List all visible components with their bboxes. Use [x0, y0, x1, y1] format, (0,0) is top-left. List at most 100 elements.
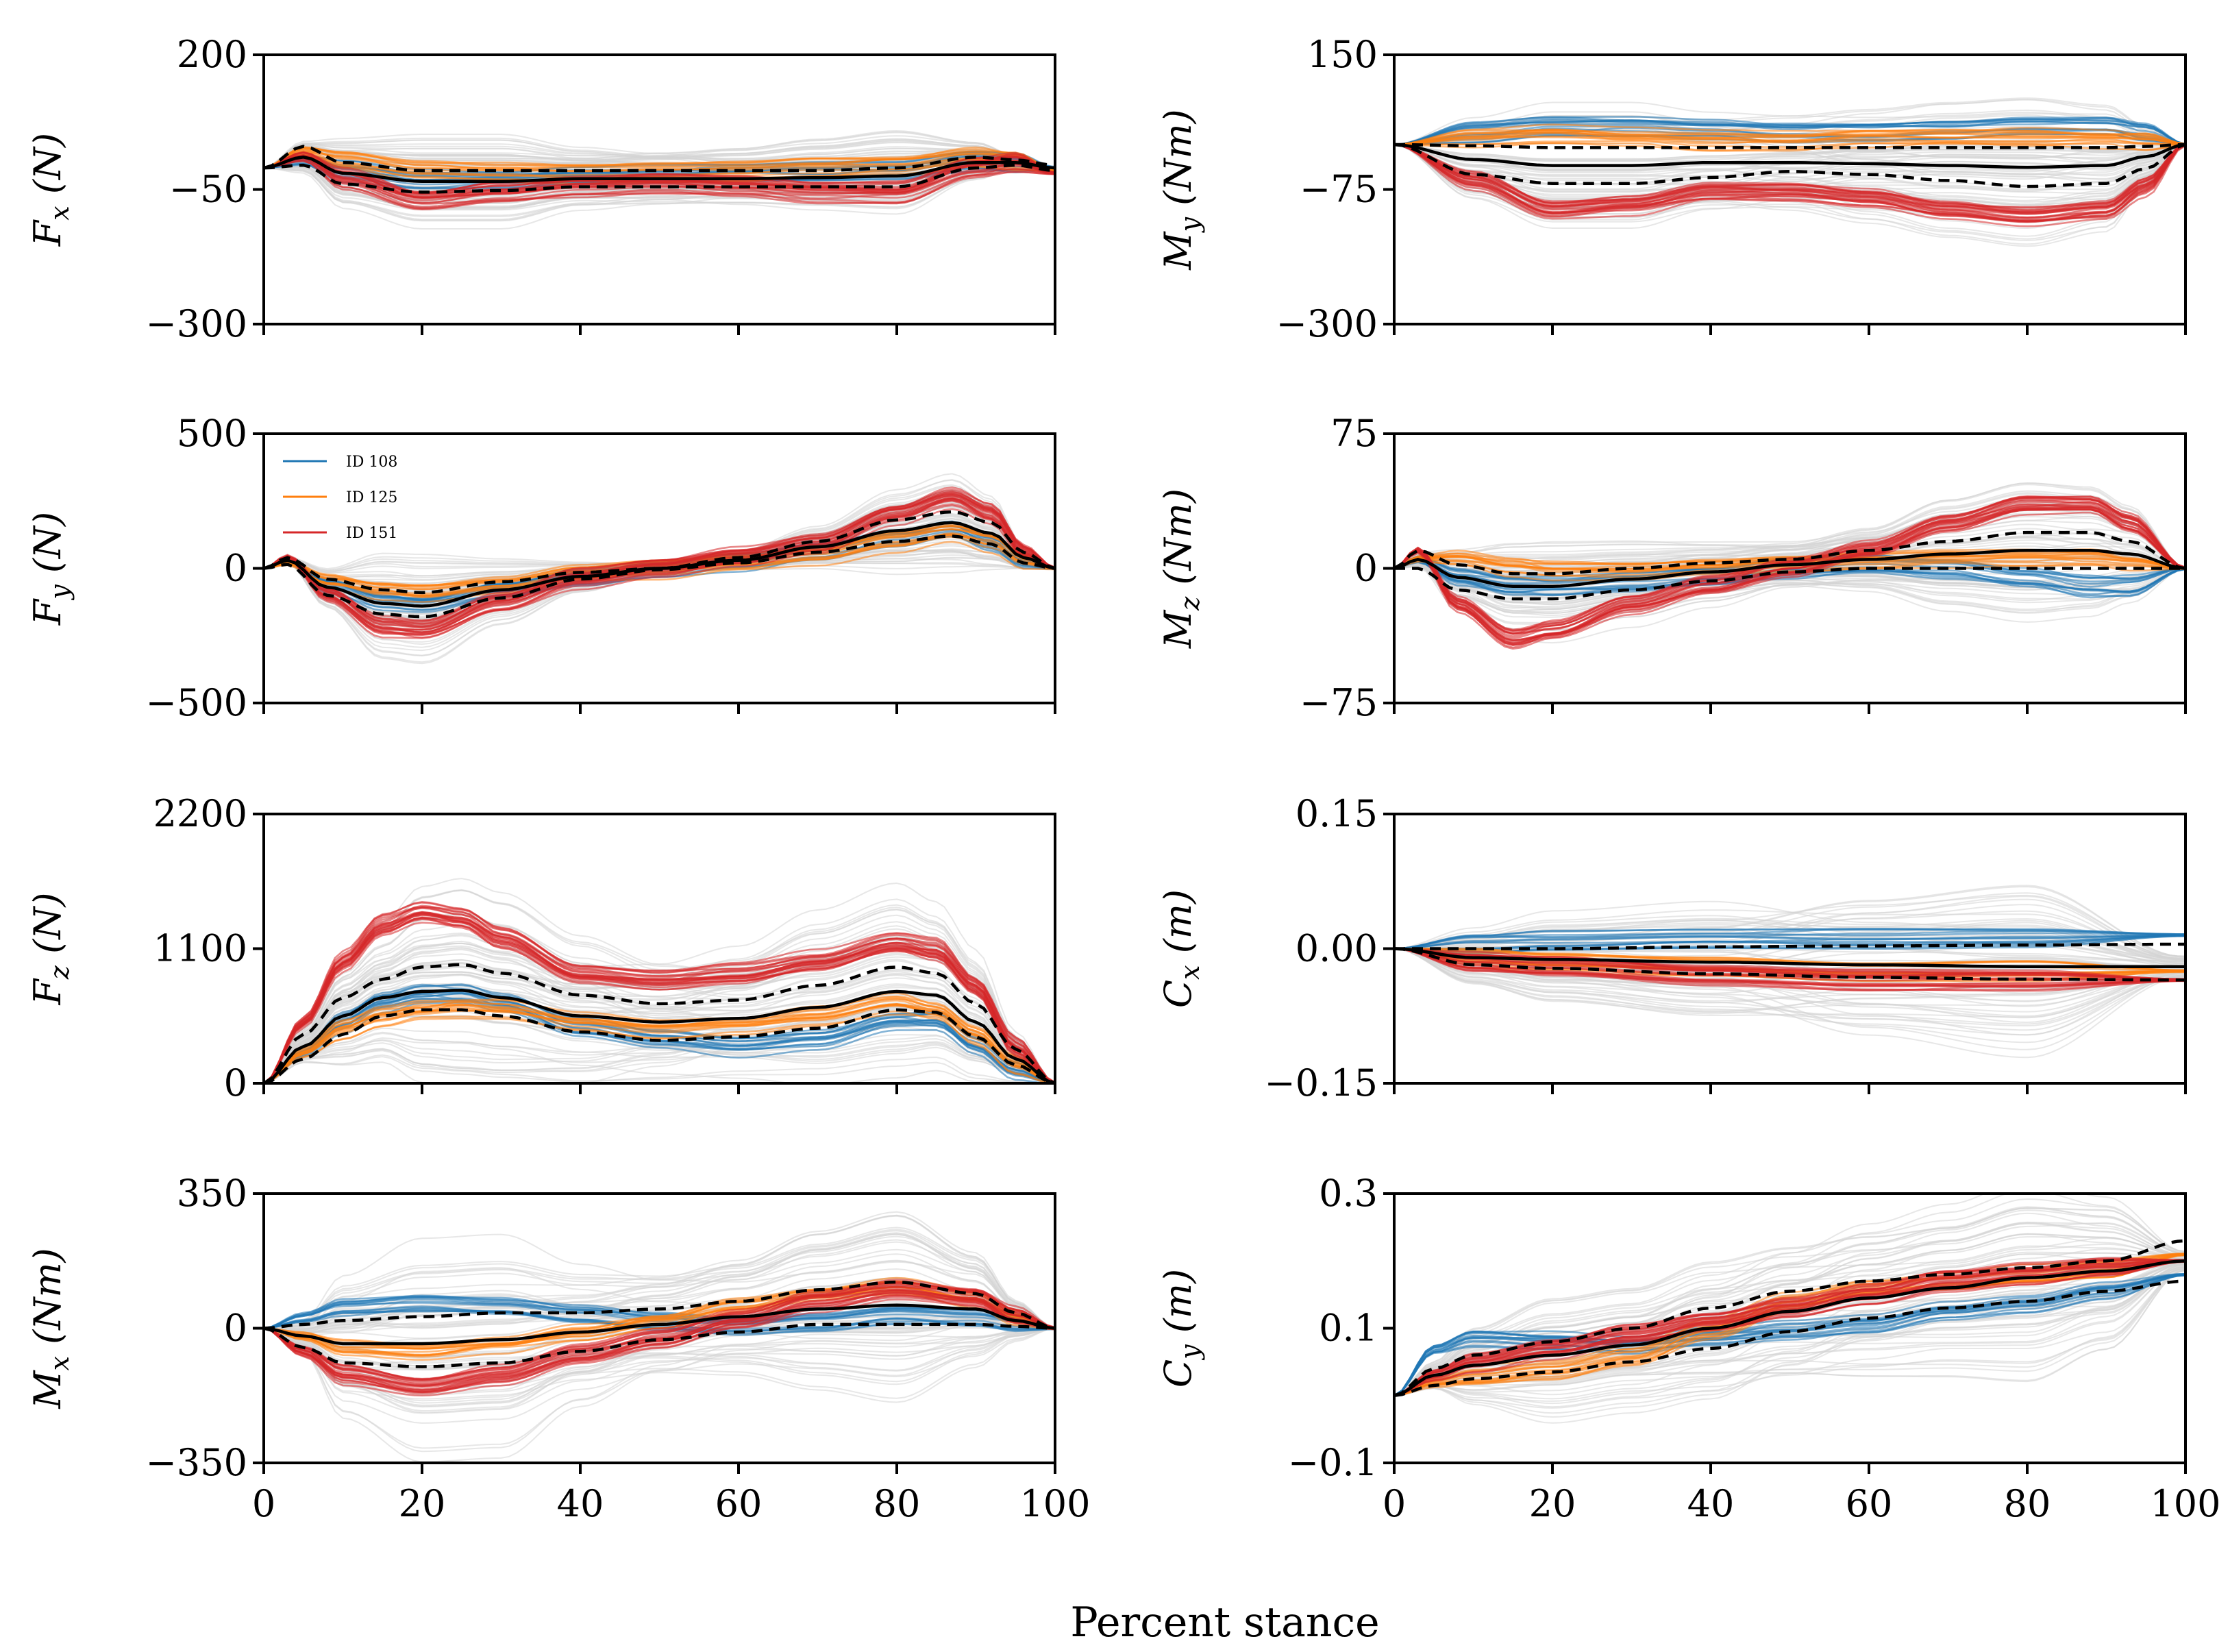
background-trial-line: [1394, 1198, 2185, 1396]
mean-plus-sd-line: [1394, 143, 2185, 149]
y-tick-label: −350: [146, 1441, 247, 1484]
background-trial-line: [264, 144, 1055, 169]
background-trial-line: [264, 1233, 1055, 1330]
y-tick-label: −75: [1300, 168, 1378, 211]
y-tick-label: 150: [1307, 33, 1378, 76]
y-label-symbol: F: [26, 597, 69, 626]
series-line-id-151: [1394, 143, 2185, 221]
background-trial-line: [1394, 515, 2185, 569]
series-line-id-125: [264, 995, 1055, 1083]
series-line-id-125: [1394, 130, 2185, 146]
series-line-id-108: [1394, 934, 2185, 950]
panel-mz: 75 0 −75 Mz (Nm): [1156, 412, 2187, 724]
y-tick-label: 0: [1354, 547, 1378, 590]
background-trial-line: [1394, 1268, 2185, 1418]
background-trial-line: [1394, 1222, 2185, 1396]
series-line-id-108: [264, 1296, 1055, 1329]
series-line-id-108: [1394, 928, 2185, 950]
mean-plus-sd-line: [1394, 942, 2185, 950]
y-tick-label: 0: [224, 1061, 247, 1105]
series-line-id-151: [264, 902, 1055, 1083]
mean-minus-sd-line: [1394, 143, 2185, 188]
background-trial-line: [264, 135, 1055, 169]
background-trial-line: [264, 882, 1055, 1083]
background-trial-line: [264, 1235, 1055, 1329]
y-label-symbol: C: [1156, 980, 1200, 1008]
series-line-id-151: [264, 1295, 1055, 1392]
background-trial-line: [1394, 482, 2185, 569]
mean-minus-sd-line: [1394, 567, 2185, 601]
background-trial-line: [1394, 144, 2185, 171]
background-trial-line: [1394, 1268, 2185, 1396]
series-line-id-151: [1394, 948, 2185, 987]
legend-label: ID 151: [346, 525, 397, 542]
y-tick-label: 0: [224, 1307, 247, 1350]
background-trial-line: [1394, 948, 2185, 1025]
series-line-id-151: [1394, 143, 2185, 212]
y-tick-label: −0.1: [1288, 1441, 1378, 1484]
mean-minus-sd-line: [1394, 947, 2185, 982]
series-line-id-151: [264, 912, 1055, 1083]
x-tick-label: 20: [399, 1482, 446, 1525]
y-axis-label-mz: Mz (Nm): [1156, 489, 1205, 649]
mean-plus-sd-line: [264, 1280, 1055, 1330]
y-tick-label: 500: [177, 412, 247, 455]
y-tick-label: 1100: [153, 927, 247, 970]
background-trial-line: [1394, 144, 2185, 197]
y-label-subscript: z: [45, 965, 75, 980]
y-label-unit: (Nm): [26, 1248, 69, 1356]
series-line-id-125: [264, 146, 1055, 171]
series-line-id-108: [1394, 119, 2185, 146]
x-tick-label: 0: [1383, 1482, 1406, 1525]
background-trial-line: [264, 1034, 1055, 1083]
x-tick-label: 80: [874, 1482, 921, 1525]
background-trial-line: [264, 500, 1055, 596]
background-trial-line: [1394, 144, 2185, 177]
background-trial-line: [264, 1248, 1055, 1329]
legend: ID 108 ID 125 ID 151: [283, 454, 397, 542]
series-line-id-108: [1394, 117, 2185, 146]
mean-line: [1394, 947, 2185, 968]
y-axis-label-fx: Fx (N): [26, 133, 75, 247]
series-line-id-108: [264, 989, 1055, 1083]
y-axis-label-fz: Fz (N): [26, 892, 75, 1005]
series-line-id-151: [264, 1292, 1055, 1391]
series-line-id-151: [1394, 948, 2185, 981]
mean-line: [264, 988, 1055, 1083]
y-tick-label: −300: [146, 302, 247, 345]
y-tick-label: 0: [224, 547, 247, 590]
y-tick-label: 0.15: [1296, 792, 1378, 835]
plot-area-fz: [264, 878, 1055, 1083]
panel-fx: 200 −50 −300 Fx (N): [26, 33, 1056, 345]
panel-fz: 2200 1100 0 Fz (N): [26, 792, 1056, 1105]
series-line-id-108: [1394, 934, 2185, 950]
y-tick-label: −75: [1300, 681, 1378, 724]
background-trial-line: [1394, 563, 2185, 611]
series-line-id-151: [264, 159, 1055, 211]
series-line-id-151: [1394, 143, 2185, 227]
mean-minus-sd-line: [264, 534, 1055, 619]
y-tick-label: −0.15: [1265, 1061, 1378, 1105]
x-axis-label: Percent stance: [1070, 1599, 1379, 1647]
y-axis-label-cy: Cy (m): [1156, 1269, 1205, 1388]
mean-plus-sd-line: [1394, 1239, 2185, 1397]
y-label-unit: (Nm): [1156, 489, 1200, 597]
panel-cy: 0.3 0.1 −0.10 20 40 60 80 100 Cy (m): [1156, 1172, 2221, 1525]
series-line-id-108: [1394, 1273, 2185, 1396]
y-label-subscript: z: [1175, 596, 1205, 611]
y-label-subscript: y: [1175, 217, 1205, 233]
background-trial-line: [264, 1327, 1055, 1414]
series-line-id-151: [264, 906, 1055, 1083]
x-tick-label: 100: [1019, 1482, 1090, 1525]
x-tick-label: 80: [2004, 1482, 2051, 1525]
plot-area-mz: [1394, 482, 2185, 650]
y-tick-label: 75: [1330, 412, 1378, 455]
y-label-subscript: y: [1175, 1344, 1205, 1361]
background-trial-line: [1394, 564, 2185, 614]
series-line-id-151: [264, 906, 1055, 1083]
y-tick-label: −500: [146, 681, 247, 724]
series-line-id-125: [264, 151, 1055, 172]
y-axis-label-fy: Fy (N): [26, 512, 75, 626]
y-tick-label: 200: [177, 33, 247, 76]
background-trial-line: [264, 167, 1055, 211]
